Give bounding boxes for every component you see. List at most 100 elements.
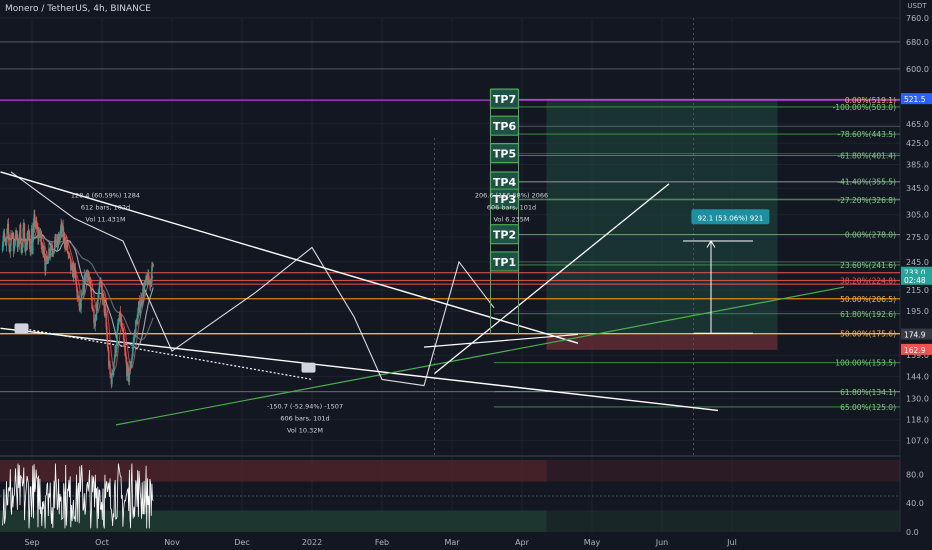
candle <box>143 286 145 296</box>
candle <box>63 233 66 244</box>
candle <box>122 328 124 332</box>
price-tick-label: 760.0 <box>906 14 929 23</box>
candle <box>146 276 148 280</box>
candle <box>32 223 35 236</box>
fib-label: 0.00%(519.1) <box>845 96 896 105</box>
price-tag-text: 174.9 <box>904 331 926 340</box>
candle <box>17 241 19 248</box>
time-tick-label: Jul <box>726 538 737 547</box>
candle <box>34 214 36 227</box>
dotted-support-line <box>21 327 313 381</box>
candle <box>132 342 134 351</box>
candle <box>42 244 44 255</box>
candle <box>49 250 51 254</box>
measure-text: Vol 6.235M <box>493 216 529 224</box>
candle <box>120 319 123 328</box>
candle <box>86 271 88 278</box>
candle <box>123 339 125 346</box>
tp-label: TP7 <box>493 93 516 106</box>
candle <box>19 224 22 244</box>
time-tick-label: Jun <box>655 538 669 547</box>
downtrend-line <box>0 171 579 344</box>
candle <box>36 220 38 228</box>
candles <box>1 209 154 389</box>
time-tick-label: Nov <box>164 538 180 547</box>
candle <box>74 267 77 276</box>
candle <box>52 250 54 254</box>
candle <box>90 289 93 298</box>
candle <box>47 259 49 264</box>
candle <box>118 320 120 323</box>
candle <box>89 277 91 285</box>
candle <box>103 297 105 313</box>
long-stop-zone <box>546 334 778 350</box>
time-tick-label: Dec <box>234 538 249 547</box>
price-tag <box>901 273 932 285</box>
candle <box>117 322 120 324</box>
zigzag-pattern <box>10 171 495 387</box>
measure-text: -150.7 (-52.94%) -1507 <box>267 403 343 411</box>
price-tag <box>901 266 932 278</box>
time-axis[interactable]: Sep Oct Nov Dec 2022 Feb Mar Apr May Jun Jul <box>24 538 736 547</box>
price-tick-label: 245.0 <box>906 258 929 267</box>
candle <box>26 230 29 239</box>
fib-label: 23.60%(241.6) <box>840 261 896 270</box>
price-tick-label: 305.0 <box>906 211 929 220</box>
candle <box>43 250 46 258</box>
candle <box>130 362 132 369</box>
candle <box>97 298 99 306</box>
candle <box>14 241 16 247</box>
candle <box>144 281 146 287</box>
candle <box>70 265 73 270</box>
measure-badge <box>691 209 770 225</box>
candle <box>75 284 78 289</box>
candle <box>117 323 119 332</box>
candle <box>95 320 97 321</box>
candle <box>135 320 137 337</box>
candle <box>34 226 37 228</box>
candle <box>21 247 23 253</box>
fib-label: 50.00%(175.6) <box>840 330 896 339</box>
candle <box>137 313 139 325</box>
candle <box>9 245 12 252</box>
tp-label: TP1 <box>493 256 516 269</box>
candle <box>113 362 115 372</box>
rsi-tick-label: 40.0 <box>906 499 924 508</box>
price-tag <box>901 93 932 105</box>
candle <box>121 327 123 329</box>
candle <box>133 339 135 343</box>
candle <box>151 266 153 283</box>
candle <box>59 235 61 241</box>
candle <box>28 230 30 235</box>
candle <box>84 273 87 282</box>
price-tick-label: 385.0 <box>906 161 929 170</box>
candle <box>98 287 100 293</box>
fib-label: 61.80%(192.6) <box>840 310 896 319</box>
candle <box>139 306 141 313</box>
drawing-handle <box>301 362 316 373</box>
channel-line <box>423 333 579 348</box>
candle <box>128 374 131 382</box>
candle <box>22 228 24 242</box>
rsi-pane <box>0 460 900 532</box>
price-tick-label: 600.0 <box>906 65 929 74</box>
candle <box>115 345 118 353</box>
candle <box>6 228 8 240</box>
tp-label: TP5 <box>493 148 516 161</box>
measure-text: 606 bars, 101d <box>487 204 536 212</box>
candle <box>81 295 83 300</box>
fib-label: 61.80%(134.1) <box>840 388 896 397</box>
price-tag-text: 521.5 <box>904 95 926 104</box>
candle <box>93 310 95 324</box>
measure-text: Vol 10.32M <box>287 427 323 435</box>
price-tick-label: 144.0 <box>906 372 929 381</box>
tp-label: TP4 <box>493 176 517 189</box>
candle <box>10 234 12 246</box>
candle <box>99 282 101 288</box>
price-axis[interactable]: 107.0118.0130.0144.0159.0175.0195.0215.0… <box>901 14 932 537</box>
candle <box>70 258 72 270</box>
candle <box>129 364 131 375</box>
candle <box>13 246 15 252</box>
candle <box>16 234 19 248</box>
